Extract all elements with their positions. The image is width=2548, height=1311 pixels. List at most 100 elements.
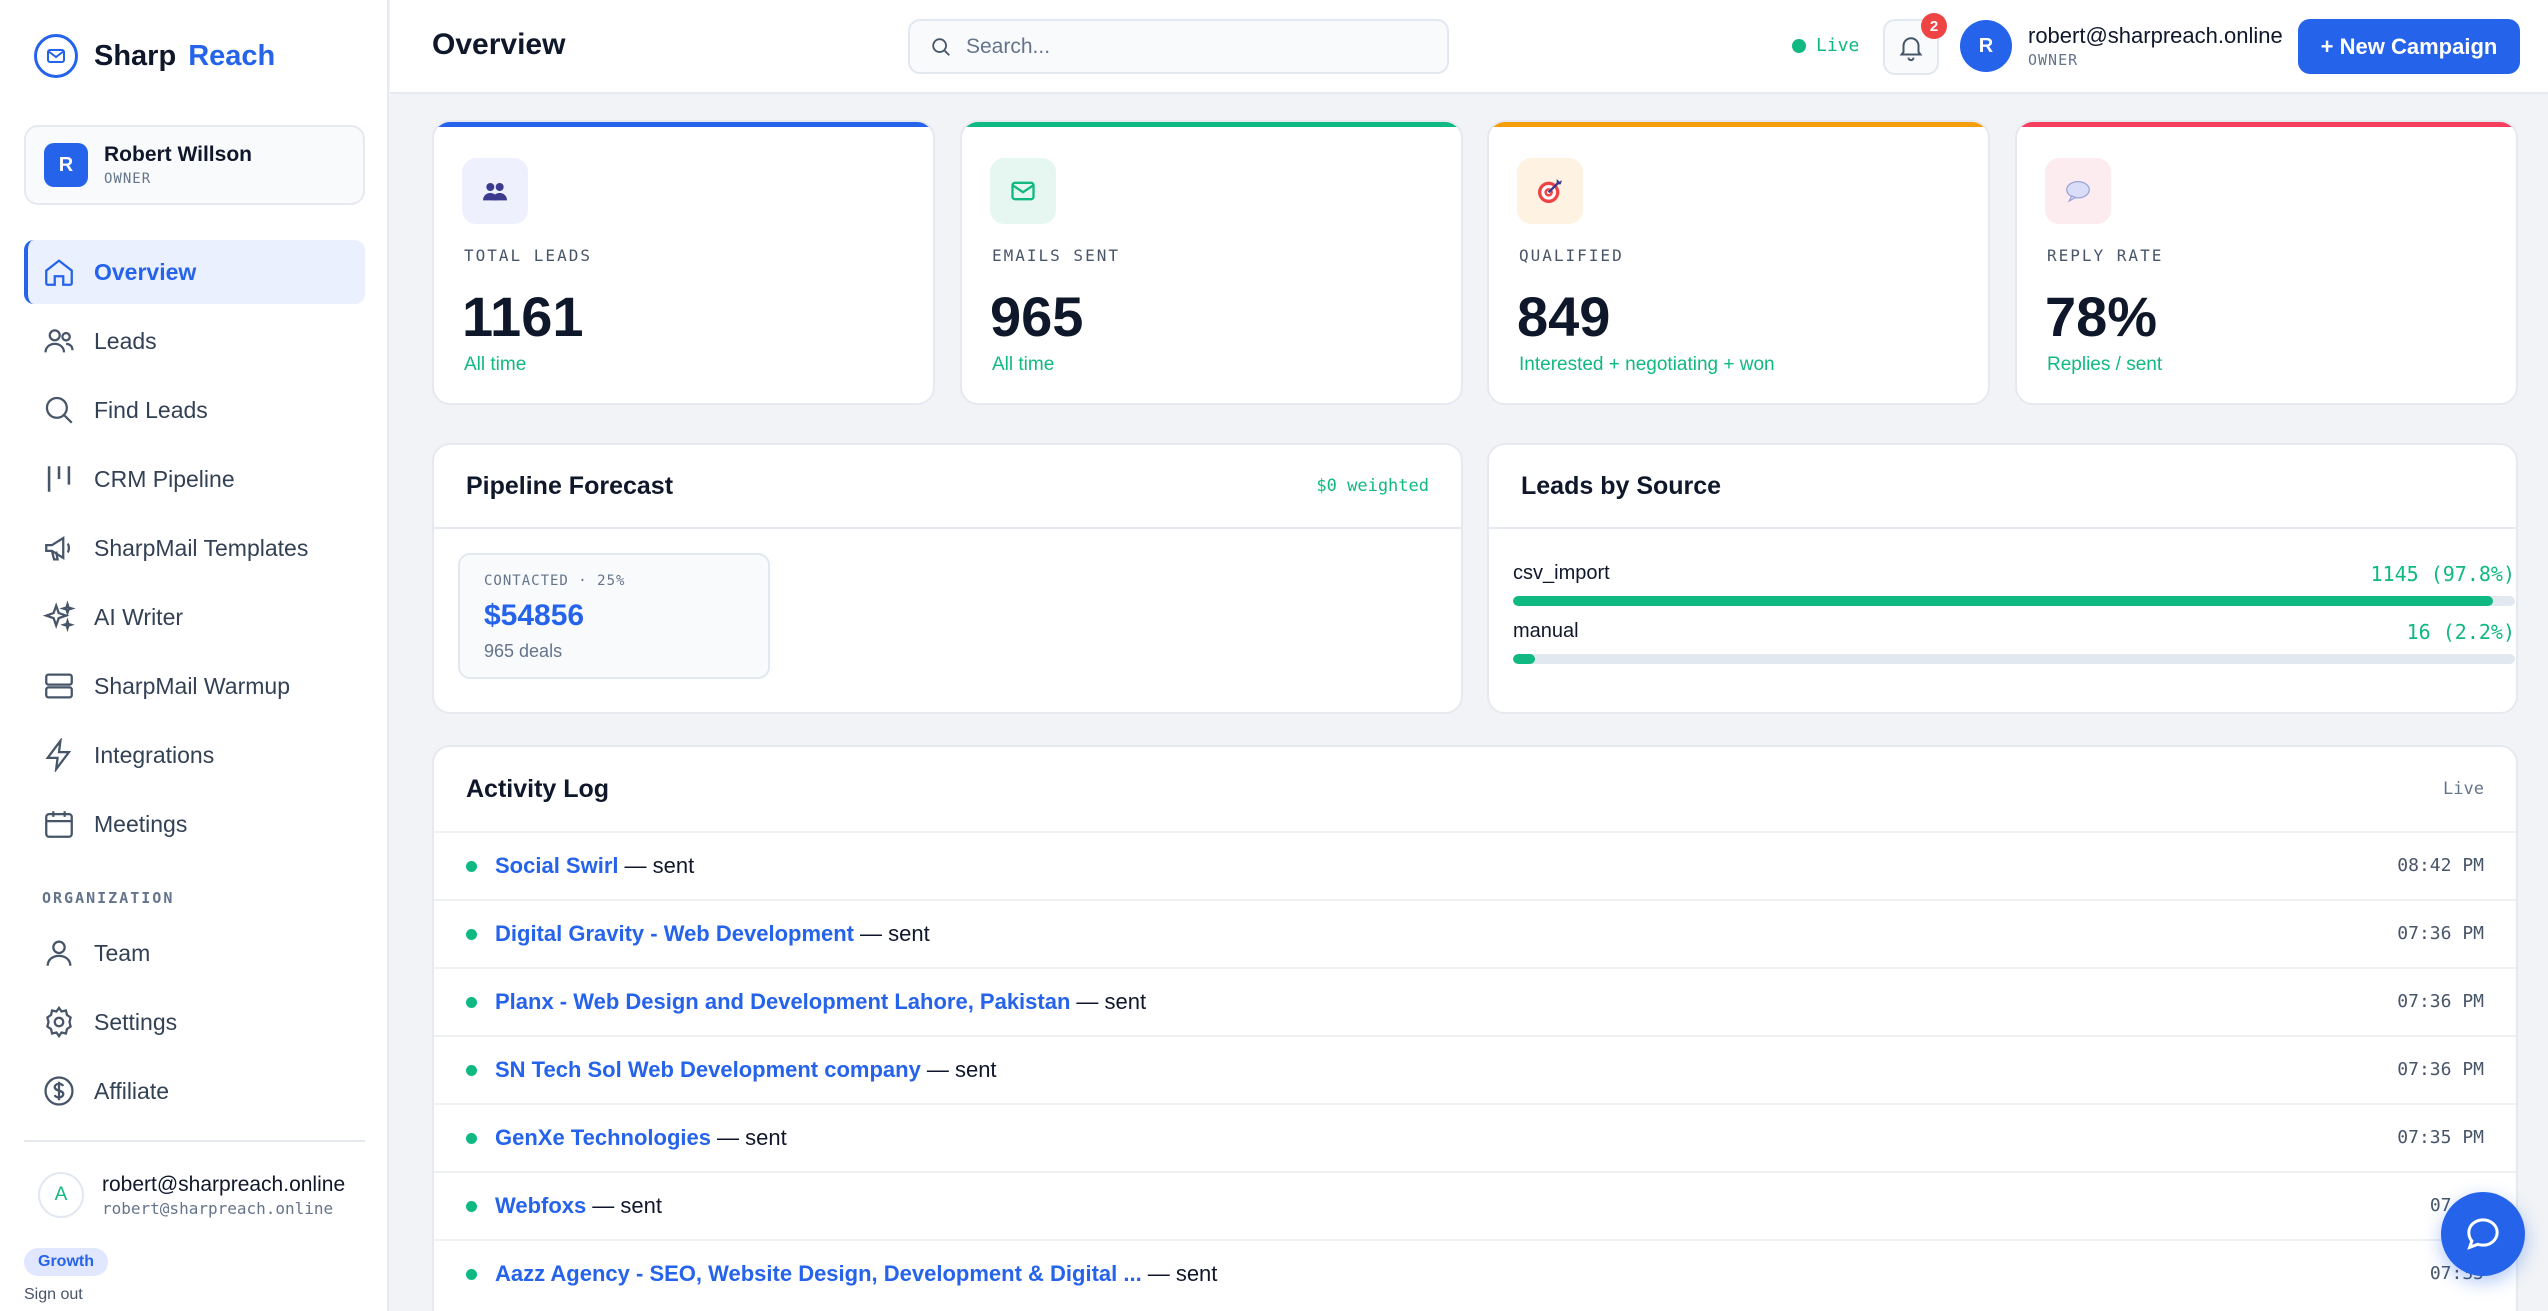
notification-count-badge: 2 (1921, 13, 1947, 39)
stat-card-total-leads: TOTAL LEADS 1161 All time (432, 120, 935, 405)
activity-row: Webfoxs — sent 07:35 (434, 1171, 2516, 1239)
bolt-icon (45, 738, 72, 772)
source-row: csv_import 1145 (97.8%) (1513, 562, 2515, 606)
chat-icon (2467, 1218, 2499, 1250)
leads-by-source-panel: Leads by Source csv_import 1145 (97.8%) … (1487, 443, 2518, 714)
bell-icon (1899, 37, 1923, 62)
search-icon (932, 37, 950, 56)
activity-action: — sent (716, 1125, 787, 1150)
sidebar-item-sharpmail-warmup[interactable]: SharpMail Warmup (24, 654, 365, 718)
panel-title: Activity Log (466, 774, 610, 803)
new-campaign-button[interactable]: + New Campaign (2298, 19, 2520, 74)
stat-card-reply-rate: REPLY RATE 78% Replies / sent (2015, 120, 2518, 405)
sidebar-item-settings[interactable]: Settings (24, 990, 365, 1054)
brand[interactable]: Sharp Reach (34, 34, 275, 78)
sidebar-item-crm-pipeline[interactable]: CRM Pipeline (24, 447, 365, 511)
sign-out-link[interactable]: Sign out (24, 1286, 83, 1303)
source-bar-fill (1513, 654, 1536, 664)
sidebar-item-label: Team (94, 939, 151, 966)
server-icon (45, 673, 73, 699)
search-box[interactable] (908, 19, 1449, 74)
panel-header: Leads by Source (1489, 445, 2516, 529)
source-bar-track (1513, 596, 2515, 606)
activity-action: — sent (1076, 989, 1147, 1014)
panel-header: Activity Log Live (434, 747, 2516, 831)
status-dot-icon (466, 996, 477, 1008)
sidebar-item-leads[interactable]: Leads (24, 309, 365, 373)
stage-amount: $54856 (484, 599, 585, 632)
sidebar-item-label: SharpMail Warmup (94, 672, 290, 699)
sidebar-item-label: Meetings (94, 810, 188, 837)
sidebar-item-label: Find Leads (94, 396, 208, 423)
sidebar-item-ai-writer[interactable]: AI Writer (24, 585, 365, 649)
pipeline-forecast-panel: Pipeline Forecast $0 weighted CONTACTED … (432, 443, 1463, 714)
sidebar-item-label: Affiliate (94, 1077, 170, 1104)
activity-action: — sent (592, 1193, 662, 1218)
accent-bar (962, 122, 1461, 127)
avatar: R (44, 143, 88, 187)
sidebar-item-find-leads[interactable]: Find Leads (24, 378, 365, 442)
weighted-total: $0 weighted (1316, 476, 1429, 496)
sidebar-item-affiliate[interactable]: Affiliate (24, 1059, 365, 1123)
activity-row: Social Swirl — sent 08:42 PM (434, 831, 2516, 899)
live-label: Live (1816, 35, 1860, 56)
status-dot-icon (466, 860, 477, 872)
brand-name: Sharp Reach (94, 39, 276, 72)
sidebar-item-integrations[interactable]: Integrations (24, 723, 365, 787)
org-nav: Team Settings Affiliate (24, 921, 365, 1128)
avatar: A (38, 1172, 84, 1218)
stat-label: TOTAL LEADS (464, 246, 592, 265)
sidebar-item-team[interactable]: Team (24, 921, 365, 985)
stat-subtitle: Replies / sent (2047, 354, 2163, 375)
status-dot-icon (466, 1064, 477, 1076)
activity-lead-link[interactable]: Planx - Web Design and Development Lahor… (495, 989, 1071, 1014)
activity-lead-link[interactable]: Digital Gravity - Web Development (495, 921, 855, 946)
sidebar-item-sharpmail-templates[interactable]: SharpMail Templates (24, 516, 365, 580)
sparkles-icon (42, 600, 76, 633)
speech-bubble-icon (2045, 158, 2111, 224)
account-info[interactable]: A robert@sharpreach.online robert@sharpr… (38, 1172, 345, 1218)
activity-time: 07:36 PM (2397, 1059, 2484, 1080)
activity-lead-link[interactable]: Aazz Agency - SEO, Website Design, Devel… (495, 1261, 1142, 1286)
notifications-button[interactable]: 2 (1883, 13, 1947, 75)
account-email: robert@sharpreach.online (102, 1172, 346, 1196)
user-card[interactable]: R Robert Willson OWNER (24, 125, 365, 205)
activity-status: Live (2443, 779, 2484, 799)
sidebar: Sharp Reach R Robert Willson OWNER Overvi… (0, 0, 389, 1311)
user-menu[interactable]: R robert@sharpreach.online OWNER (1960, 20, 2283, 72)
megaphone-icon (45, 536, 71, 561)
home-icon (45, 259, 73, 286)
divider (24, 1140, 365, 1142)
plan-badge: Growth (24, 1248, 108, 1276)
activity-lead-link[interactable]: SN Tech Sol Web Development company (495, 1057, 921, 1082)
stage-label: CONTACTED · 25% (484, 573, 626, 589)
live-dot-icon (1792, 38, 1806, 53)
status-dot-icon (466, 1200, 477, 1212)
activity-lead-link[interactable]: GenXe Technologies (495, 1125, 711, 1150)
chat-button[interactable] (2441, 1192, 2525, 1276)
sidebar-item-label: SharpMail Templates (94, 534, 309, 561)
user-role: OWNER (2028, 51, 2079, 69)
activity-action: — sent (860, 921, 930, 946)
nav-section-organization: ORGANIZATION (42, 889, 175, 907)
calendar-icon (45, 811, 73, 838)
panel-title: Pipeline Forecast (466, 471, 674, 500)
activity-lead-link[interactable]: Social Swirl (495, 853, 619, 878)
status-dot-icon (466, 1268, 477, 1280)
activity-lead-link[interactable]: Webfoxs (495, 1193, 587, 1218)
sidebar-item-overview[interactable]: Overview (24, 240, 365, 304)
activity-time: 07:35 PM (2397, 1127, 2484, 1148)
pipeline-stage-card[interactable]: CONTACTED · 25% $54856 965 deals (458, 553, 770, 679)
stat-subtitle: Interested + negotiating + won (1519, 354, 1775, 375)
sidebar-item-meetings[interactable]: Meetings (24, 792, 365, 856)
stat-value: 78% (2045, 285, 2158, 348)
search-icon (45, 396, 73, 424)
top-header: Overview Live 2 R robert@sharpreach.onli… (390, 0, 2548, 94)
users-icon (44, 329, 74, 353)
dollar-icon (44, 1076, 74, 1106)
accent-bar (2017, 122, 2516, 127)
stat-subtitle: All time (992, 354, 1055, 375)
avatar: R (1960, 20, 2012, 72)
search-input[interactable] (966, 34, 1406, 59)
accent-bar (1489, 122, 1988, 127)
